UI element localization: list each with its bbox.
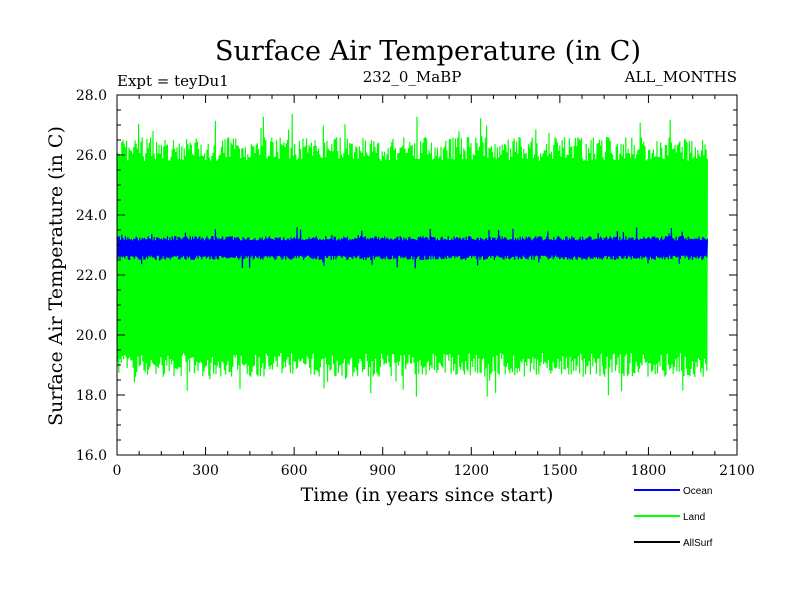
- x-tick-label: 1500: [542, 463, 578, 479]
- y-tick-label: 24.0: [76, 208, 107, 224]
- x-tick-label: 300: [192, 463, 219, 479]
- x-tick-label: 0: [113, 463, 122, 479]
- legend: Ocean Land AllSurf: [634, 486, 713, 549]
- x-tick-label: 600: [281, 463, 308, 479]
- months-label: ALL_MONTHS: [624, 68, 737, 86]
- y-tick-label: 26.0: [76, 148, 107, 164]
- experiment-label: Expt = teyDu1: [117, 72, 229, 90]
- y-axis-label: Surface Air Temperature (in C): [45, 126, 67, 426]
- tick-labels: 0 300 600 900 1200 1500 1800 2100 16.0 18.0 20.0 22…: [76, 88, 755, 479]
- legend-label-allsurf: AllSurf: [683, 538, 713, 549]
- series-ocean-line: [116, 227, 708, 269]
- y-tick-label: 28.0: [76, 88, 107, 104]
- axes: [116, 94, 738, 456]
- y-tick-label: 18.0: [76, 388, 107, 404]
- y-tick-label: 20.0: [76, 328, 107, 344]
- x-axis-label: Time (in years since start): [301, 484, 554, 506]
- y-tick-label: 16.0: [76, 448, 107, 464]
- chart-title: Surface Air Temperature (in C): [215, 36, 641, 67]
- x-tick-label: 2100: [719, 463, 755, 479]
- legend-label-ocean: Ocean: [683, 486, 712, 497]
- legend-label-land: Land: [683, 512, 705, 523]
- x-tick-label: 900: [369, 463, 396, 479]
- y-tick-label: 22.0: [76, 268, 107, 284]
- period-label: 232_0_MaBP: [363, 68, 462, 86]
- x-tick-label: 1800: [631, 463, 667, 479]
- series-land-line: [116, 113, 709, 397]
- x-tick-label: 1200: [453, 463, 489, 479]
- plot-data: [116, 113, 709, 397]
